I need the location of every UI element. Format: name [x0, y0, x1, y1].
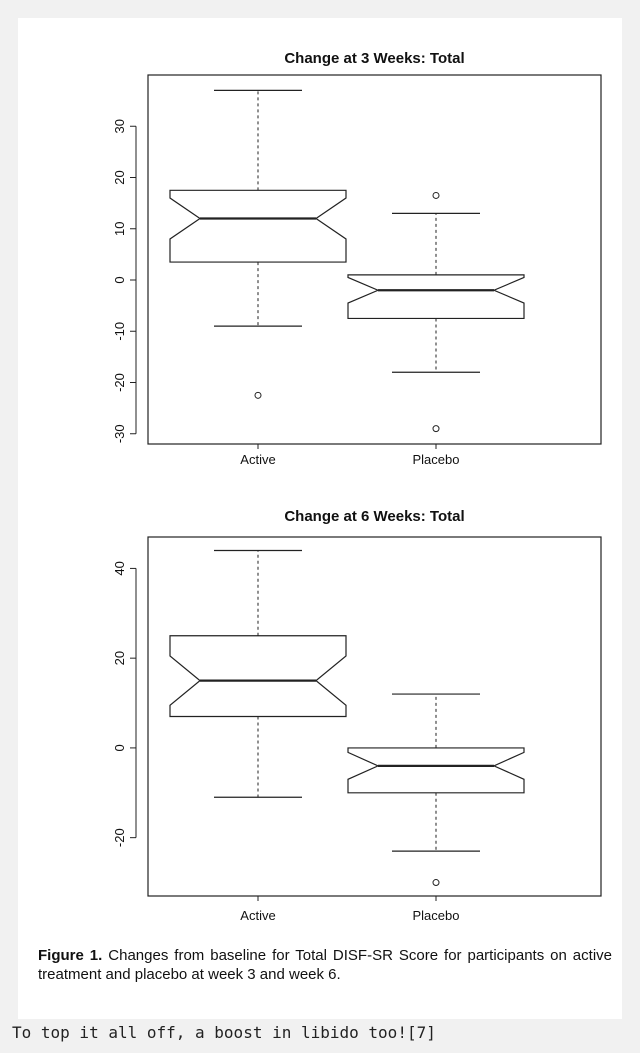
caption-label: Figure 1.	[38, 947, 103, 964]
x-tick-label: Active	[240, 908, 275, 923]
box-placebo	[347, 191, 525, 433]
y-tick-label: -20	[112, 373, 127, 392]
y-tick-label: -10	[112, 322, 127, 341]
chart-title: Change at 3 Weeks: Total	[284, 50, 464, 67]
notched-box	[169, 635, 347, 718]
figure-caption: Figure 1. Changes from baseline for Tota…	[38, 946, 612, 984]
chart-title: Change at 6 Weeks: Total	[284, 508, 464, 525]
y-tick-label: 40	[112, 561, 127, 575]
box-active	[169, 89, 347, 399]
outlier-point	[432, 191, 440, 199]
y-tick-label: 0	[112, 744, 127, 751]
y-tick-label: 10	[112, 222, 127, 236]
figure-card: Change at 3 Weeks: Total 30 20 10 0 -10 -20 -30…	[18, 18, 622, 1019]
notched-box	[169, 189, 347, 263]
caption-text: Changes from baseline for Total DISF-SR …	[38, 947, 612, 983]
plot-frame	[147, 74, 602, 445]
y-tick-label: 20	[112, 651, 127, 665]
outlier-point	[254, 391, 262, 399]
footer-text: To top it all off, a boost in libido too…	[12, 1023, 436, 1042]
box-active	[169, 549, 347, 798]
y-tick-label: 0	[112, 276, 127, 283]
chart-3-weeks: Change at 3 Weeks: Total 30 20 10 0 -10 -20 -30…	[112, 50, 602, 467]
notched-box	[347, 747, 525, 794]
chart-6-weeks: Change at 6 Weeks: Total 40 20 0 -20 Active Pl…	[112, 508, 602, 923]
outlier-point	[432, 425, 440, 433]
notched-box	[347, 274, 525, 320]
y-tick-label: 30	[112, 119, 127, 133]
plot-frame	[147, 536, 602, 897]
x-tick-label: Placebo	[413, 908, 460, 923]
x-tick-label: Placebo	[413, 452, 460, 467]
figure-charts: Change at 3 Weeks: Total 30 20 10 0 -10 -20 -30…	[112, 50, 602, 923]
box-placebo	[347, 693, 525, 887]
y-tick-label: 20	[112, 170, 127, 184]
x-tick-label: Active	[240, 452, 275, 467]
y-tick-label: -20	[112, 828, 127, 847]
outlier-point	[432, 879, 440, 887]
y-tick-label: -30	[112, 424, 127, 443]
